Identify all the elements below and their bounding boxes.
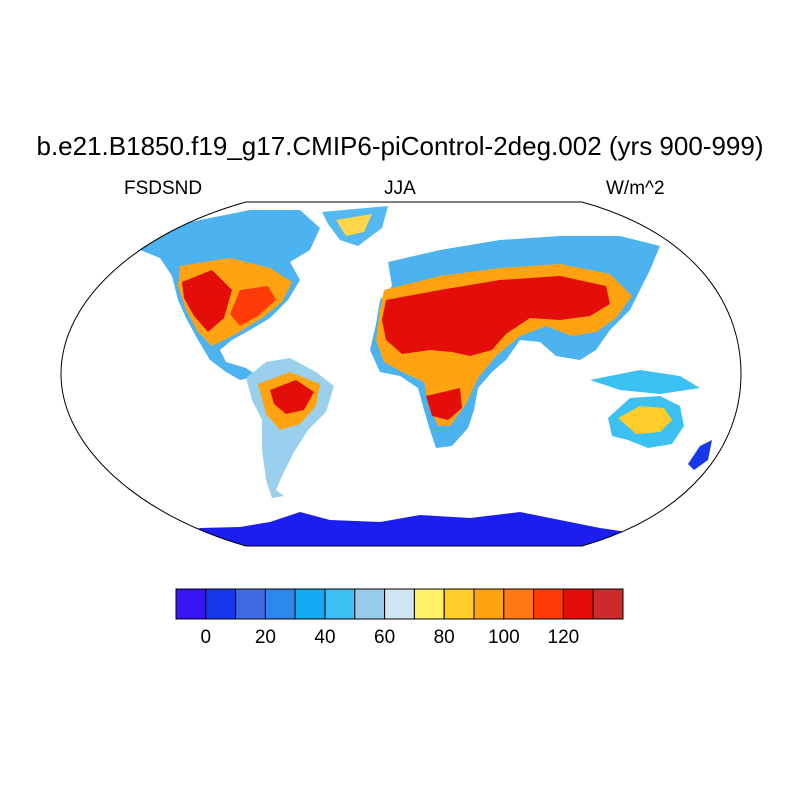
colorbar-swatch [413,588,445,620]
colorbar-tick-label: 80 [433,627,455,648]
colorbar-swatch [533,588,564,620]
variable-label: FSDSND [124,178,203,199]
colorbar-swatch [443,588,475,620]
colorbar-swatch [384,588,415,620]
colorbar-tick-label: 0 [200,627,212,648]
colorbar-tick-label: 40 [314,627,336,648]
colorbar-tick-label: 20 [254,627,276,648]
antarctica [170,512,660,546]
colorbar-swatch [205,588,237,620]
units-label: W/m^2 [606,178,665,199]
colorbar-swatch [354,588,386,620]
map-field [61,202,741,546]
colorbar-tick-label: 100 [487,627,520,648]
colorbar-swatch [473,588,505,620]
season-label: JJA [384,178,416,199]
colorbar-swatch [503,588,535,620]
plot-title: b.e21.B1850.f19_g17.CMIP6-piControl-2deg… [36,131,764,161]
colorbar-swatch [562,588,594,620]
colorbar-swatch [235,588,266,620]
colorbar [175,588,624,620]
colorbar-tick-label: 60 [374,627,396,648]
map-outline [60,201,742,547]
colorbar-swatch [175,588,207,620]
colorbar-swatch [592,588,624,620]
colorbar-tick-label: 120 [547,627,580,648]
colorbar-swatch [324,588,356,620]
colorbar-swatch [264,588,296,620]
colorbar-swatch [294,588,326,620]
